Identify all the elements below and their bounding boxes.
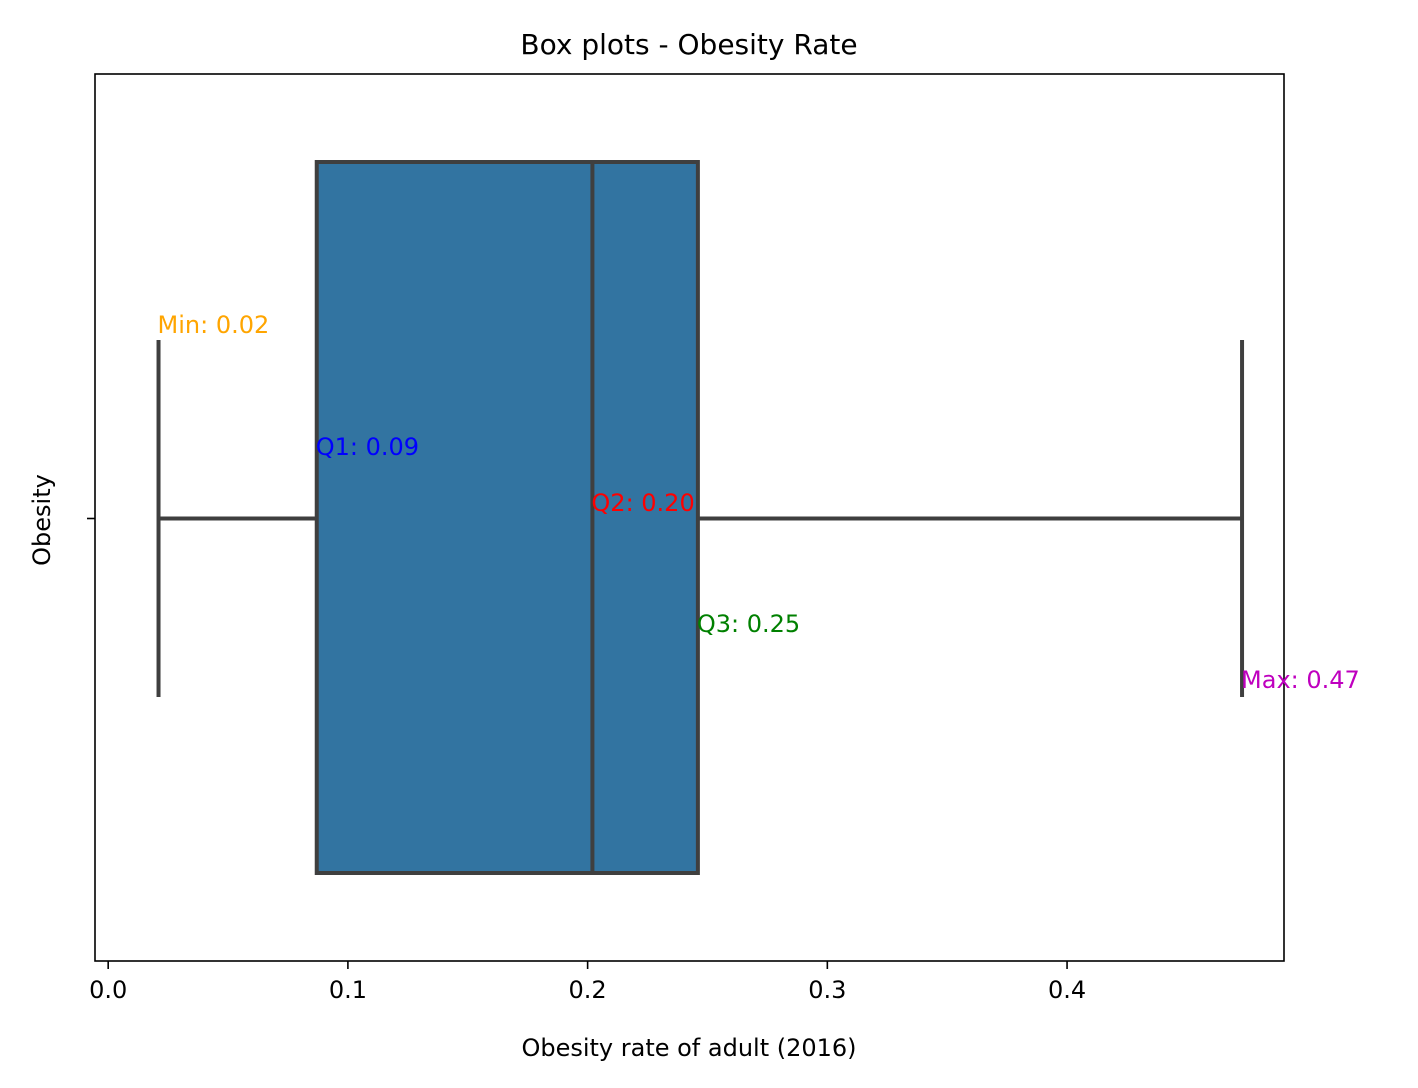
x-tick-label-4: 0.4 [1048, 976, 1086, 1004]
x-tick-label-0: 0.0 [89, 976, 127, 1004]
box-iqr [314, 160, 700, 875]
plot-area [156, 160, 1245, 875]
annotation-q1: Q1: 0.09 [316, 433, 419, 461]
plot-frame [94, 73, 1285, 962]
x-axis-label: Obesity rate of adult (2016) [521, 1034, 856, 1062]
y-axis-label: Obesity [28, 474, 56, 566]
annotation-min: Min: 0.02 [158, 311, 270, 339]
chart-title: Box plots - Obesity Rate [520, 28, 857, 61]
x-tick-label-1: 0.1 [329, 976, 367, 1004]
annotations: Min: 0.02 Q1: 0.09 Q2: 0.20 Q3: 0.25 Max: 0.… [158, 311, 1360, 694]
annotation-q3: Q3: 0.25 [697, 610, 800, 638]
annotation-median: Q2: 0.20 [591, 489, 694, 517]
x-tick-label-2: 0.2 [569, 976, 607, 1004]
annotation-max: Max: 0.47 [1241, 666, 1360, 694]
x-axis-ticks: 0.0 0.1 0.2 0.3 0.4 [89, 961, 1086, 1004]
x-tick-label-3: 0.3 [808, 976, 846, 1004]
